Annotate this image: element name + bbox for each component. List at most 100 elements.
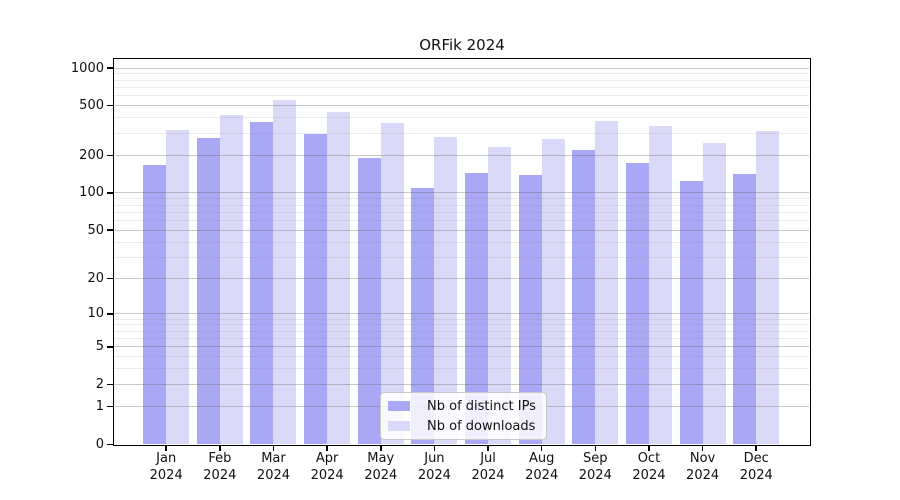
bar-distinct-ips [357, 158, 381, 445]
gridline-major [114, 346, 809, 348]
gridline-minor [114, 73, 809, 75]
legend-item-downloads: Nb of downloads [381, 416, 536, 436]
bar-distinct-ips [196, 138, 220, 445]
x-axis-tick [326, 444, 328, 451]
gridline-minor [114, 318, 809, 320]
gridline-minor [114, 86, 809, 88]
bar-downloads [219, 114, 243, 445]
bar-downloads [648, 125, 672, 445]
x-axis-tick [540, 444, 543, 451]
x-axis-tick-label: Jul 2024 [471, 451, 505, 483]
legend-swatch-downloads-icon [388, 421, 410, 431]
plot-area-border [112, 57, 811, 446]
bar-distinct-ips [733, 174, 757, 445]
gridline-minor [114, 117, 809, 119]
legend-swatch-ips-icon [388, 401, 410, 411]
bar-downloads [273, 99, 297, 445]
gridline-minor [114, 95, 809, 97]
gridline-major [114, 278, 809, 280]
legend-label-distinct-ips: Nb of distinct IPs [427, 398, 536, 414]
x-axis-tick [380, 444, 382, 451]
x-axis-tick [272, 444, 275, 451]
x-axis-tick-label: Dec 2024 [739, 451, 773, 483]
bar-distinct-ips [679, 180, 703, 445]
gridline-minor [114, 356, 809, 358]
gridline-minor [114, 198, 809, 200]
x-axis-tick-label: Jun 2024 [417, 451, 451, 483]
y-axis-tick [106, 443, 114, 446]
x-axis-tick-label: Jan 2024 [149, 451, 183, 483]
bar-distinct-ips [250, 121, 274, 445]
x-axis-tick [487, 444, 489, 451]
x-axis-tick-label: Mar 2024 [256, 451, 291, 483]
y-axis-tick-label: 1000 [70, 60, 104, 76]
gridline-major [114, 384, 809, 386]
y-axis-tick [106, 405, 114, 408]
bar-downloads [166, 129, 190, 445]
bar-distinct-ips [304, 133, 328, 445]
bar-downloads [702, 142, 726, 445]
y-axis-tick [106, 192, 114, 194]
gridline-major [114, 229, 809, 231]
x-axis-tick [219, 444, 221, 451]
gridline-minor [114, 330, 809, 332]
gridline-minor [114, 211, 809, 213]
y-axis-tick-label: 50 [87, 222, 104, 238]
x-axis-tick [755, 444, 757, 451]
y-axis-tick-label: 200 [79, 147, 104, 163]
y-axis-tick [106, 313, 114, 315]
gridline-major [114, 67, 809, 69]
legend: Nb of distinct IPs Nb of downloads [380, 392, 547, 440]
x-axis-tick-label: Oct 2024 [632, 451, 666, 483]
gridline-minor [114, 337, 809, 339]
x-axis-tick-label: Nov 2024 [686, 451, 720, 483]
x-axis-tick [594, 444, 597, 451]
gridline-minor [114, 79, 809, 81]
x-axis-tick-label: Feb 2024 [203, 451, 237, 483]
x-axis-tick [648, 444, 650, 451]
legend-label-downloads: Nb of downloads [427, 418, 536, 434]
chart-title: ORFik 2024 [419, 36, 505, 54]
gridline-major [114, 154, 809, 156]
gridline-major [114, 192, 809, 194]
y-axis-tick [106, 104, 114, 107]
y-axis-tick-label: 2 [95, 377, 104, 393]
x-axis-tick-label: Apr 2024 [310, 451, 344, 483]
legend-item-distinct-ips: Nb of distinct IPs [381, 396, 536, 416]
gridline-minor [114, 324, 809, 326]
y-axis-tick [106, 277, 114, 280]
y-axis-tick-label: 20 [87, 271, 104, 287]
gridline-minor [114, 204, 809, 206]
x-axis-tick-label: Aug 2024 [525, 451, 559, 483]
x-axis-tick-label: Sep 2024 [578, 451, 612, 483]
y-axis-tick [106, 154, 114, 157]
bar-distinct-ips [572, 149, 596, 445]
gridline-minor [114, 132, 809, 134]
gridline-minor [114, 241, 809, 243]
bar-distinct-ips [143, 165, 167, 445]
x-axis-tick [701, 444, 704, 451]
gridline-minor [114, 219, 809, 221]
bar-downloads [756, 131, 780, 445]
gridline-major [114, 105, 809, 107]
x-axis-tick [165, 444, 167, 451]
x-axis-tick-label: May 2024 [364, 451, 398, 483]
gridline-major [114, 313, 809, 315]
bar-downloads [595, 121, 619, 445]
y-axis-tick [106, 67, 114, 69]
y-axis-tick [106, 346, 114, 348]
y-axis-tick-label: 100 [79, 185, 104, 201]
y-axis-tick [106, 383, 114, 386]
x-axis-tick [433, 444, 436, 451]
y-axis-tick [106, 229, 114, 231]
bar-distinct-ips [625, 162, 649, 445]
y-axis-tick-label: 0 [95, 437, 104, 452]
gridline-minor [114, 368, 809, 370]
gridline-minor [114, 256, 809, 258]
y-axis-tick-label: 10 [87, 306, 104, 322]
y-axis-tick-label: 5 [95, 339, 104, 355]
y-axis-tick-label: 1 [95, 399, 104, 415]
y-axis-tick-label: 500 [79, 98, 104, 114]
bar-downloads [327, 111, 351, 445]
